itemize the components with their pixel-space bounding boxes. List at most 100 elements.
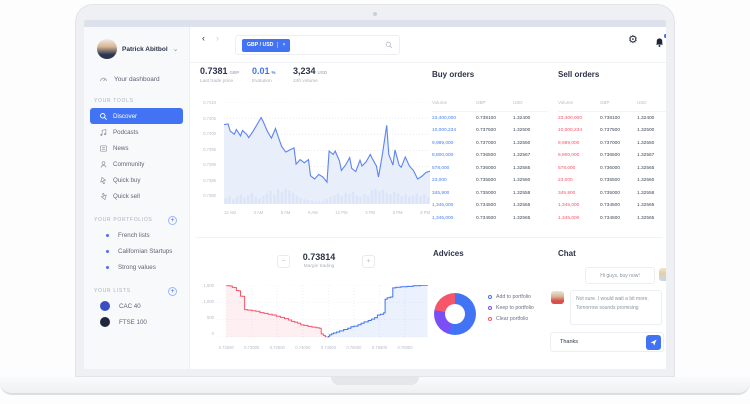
bullet-dot bbox=[106, 265, 109, 269]
order-row[interactable]: 23,400,000 0.738100 1.32400 bbox=[432, 112, 548, 125]
app-window: Patrick Abitbol ⌄ Your dashboard YOUR TO… bbox=[84, 27, 666, 369]
sidebar-item-label: FTSE 100 bbox=[119, 318, 147, 326]
margin-label: Margin trading bbox=[303, 264, 335, 269]
sidebar-item-cac-40[interactable]: CAC 40 bbox=[84, 298, 189, 314]
gbp-cell: 0.737000 bbox=[476, 140, 497, 146]
sidebar-item-ftse-100[interactable]: FTSE 100 bbox=[84, 314, 189, 330]
order-row[interactable]: 578,000 0.736000 1.32565 bbox=[558, 162, 666, 175]
back-button[interactable]: ‹ bbox=[202, 33, 205, 43]
send-button[interactable] bbox=[646, 334, 661, 350]
user-name: Patrick Abitbol bbox=[122, 45, 168, 53]
axis-tick: 0.75000 bbox=[346, 345, 362, 350]
gbp-cell: 0.734500 bbox=[600, 203, 621, 209]
sidebar-item-label: Californian Startups bbox=[118, 247, 173, 255]
axis-tick: 0 bbox=[211, 331, 214, 336]
settings-gear-icon[interactable]: ⚙ bbox=[628, 34, 638, 46]
stat-value: 0.7381 GBP bbox=[200, 66, 240, 76]
chat-input[interactable] bbox=[558, 338, 638, 346]
chat-title: Chat bbox=[558, 249, 576, 258]
order-row[interactable]: 23,000 0.735500 1.32560 bbox=[432, 175, 548, 188]
axis-tick: 0.7380 bbox=[203, 193, 216, 198]
gbp-cell: 0.734500 bbox=[476, 215, 497, 221]
order-row[interactable]: 10,000,234 0.737500 1.32500 bbox=[558, 125, 666, 138]
order-row[interactable]: 1,345,000 0.734500 1.32565 bbox=[432, 212, 548, 225]
order-row[interactable]: 9,989,000 0.737000 1.32550 bbox=[558, 137, 666, 150]
screen: Patrick Abitbol ⌄ Your dashboard YOUR TO… bbox=[84, 20, 666, 369]
order-row[interactable]: 8,800,000 0.736500 1.32567 bbox=[432, 150, 548, 163]
gbp-cell: 0.735500 bbox=[600, 178, 621, 184]
sidebar-item-news[interactable]: News bbox=[84, 140, 189, 156]
volume-cell: 8,800,000 bbox=[432, 153, 454, 159]
sidebar-item-strong-values[interactable]: Strong values bbox=[84, 259, 189, 275]
usd-cell: 1.32550 bbox=[513, 140, 531, 146]
sidebar-item-discover[interactable]: Discover bbox=[90, 108, 183, 124]
order-row[interactable]: 1,345,000 0.734500 1.32565 bbox=[432, 200, 548, 213]
order-row[interactable]: 578,000 0.736000 1.32565 bbox=[432, 162, 548, 175]
order-row[interactable]: 23,400,000 0.738100 1.32400 bbox=[558, 112, 666, 125]
column-header: Volume bbox=[558, 100, 574, 105]
search-input[interactable]: GBP / USD × bbox=[235, 35, 400, 55]
community-icon bbox=[99, 160, 108, 169]
legend-item-add-to-portfolio[interactable]: Add to portfolio bbox=[488, 294, 534, 300]
notifications-bell-icon[interactable] bbox=[654, 34, 666, 47]
sidebar-item-community[interactable]: Community bbox=[84, 156, 189, 172]
sidebar-item-label: Quick buy bbox=[113, 176, 141, 184]
usd-cell: 1.32560 bbox=[637, 178, 655, 184]
order-row[interactable]: 23,000 0.735500 1.32560 bbox=[558, 175, 666, 188]
volume-cell: 23,000 bbox=[558, 178, 573, 184]
volume-cell: 1,345,000 bbox=[558, 215, 580, 221]
notification-dot bbox=[663, 34, 666, 38]
order-row[interactable]: 345,900 0.735000 1.32558 bbox=[432, 187, 548, 200]
sidebar-sections: YOUR TOOLS Discover Podcasts News Community Q… bbox=[84, 97, 189, 330]
margin-decrease-button[interactable]: − bbox=[277, 255, 290, 268]
usd-cell: 1.32565 bbox=[637, 203, 655, 209]
close-icon[interactable]: × bbox=[277, 42, 285, 48]
sidebar-item-label: CAC 40 bbox=[119, 302, 141, 310]
search-icon bbox=[99, 112, 108, 121]
advices-title: Advices bbox=[433, 249, 464, 258]
order-row[interactable]: 10,000,234 0.737500 1.32500 bbox=[432, 125, 548, 138]
legend-ring-icon bbox=[488, 306, 492, 310]
volume-cell: 10,000,234 bbox=[558, 128, 583, 134]
bullet-dot bbox=[106, 233, 109, 237]
sidebar-item-podcasts[interactable]: Podcasts bbox=[84, 124, 189, 140]
order-row[interactable]: 8,800,000 0.736500 1.32567 bbox=[558, 150, 666, 163]
gbp-cell: 0.735500 bbox=[476, 178, 497, 184]
sidebar-item-your-dashboard[interactable]: Your dashboard bbox=[99, 73, 189, 85]
legend-item-keep-to-portfolio[interactable]: Keep to portfolio bbox=[488, 305, 534, 311]
depth-chart: 1,500 1,000 500 0 0.72500 0.73000 0.73500 0.74… bbox=[196, 283, 430, 353]
price-chart-canvas bbox=[224, 102, 430, 204]
sidebar-item-quick-buy[interactable]: Quick buy bbox=[84, 172, 189, 188]
gbp-cell: 0.738100 bbox=[600, 115, 621, 121]
add-icon[interactable]: + bbox=[168, 286, 177, 296]
sidebar-item-californian-startups[interactable]: Californian Startups bbox=[84, 243, 189, 259]
list-color-swatch bbox=[100, 317, 110, 327]
add-icon[interactable]: + bbox=[168, 215, 177, 225]
sidebar-section-header: YOUR TOOLS bbox=[94, 97, 177, 105]
margin-increase-button[interactable]: + bbox=[362, 255, 375, 268]
sidebar-item-quick-sell[interactable]: Quick sell bbox=[84, 188, 189, 204]
quick-buy-icon bbox=[99, 176, 108, 185]
user-menu[interactable]: Patrick Abitbol ⌄ bbox=[97, 37, 183, 61]
order-row[interactable]: 9,989,000 0.737000 1.32550 bbox=[432, 137, 548, 150]
order-row[interactable]: 345,900 0.735000 1.32558 bbox=[558, 187, 666, 200]
usd-cell: 1.32565 bbox=[513, 215, 531, 221]
forward-button[interactable]: › bbox=[216, 33, 219, 43]
sidebar-item-label: Your dashboard bbox=[114, 75, 160, 83]
usd-cell: 1.32567 bbox=[637, 153, 655, 159]
volume-cell: 9,989,000 bbox=[558, 140, 580, 146]
legend-item-clear-portfolio[interactable]: Clear portfolio bbox=[488, 316, 534, 322]
axis-tick: 6 AM bbox=[280, 210, 291, 215]
sidebar-section-title: YOUR LISTS bbox=[94, 288, 131, 294]
pair-tag[interactable]: GBP / USD × bbox=[242, 38, 291, 52]
order-row[interactable]: 1,345,000 0.734500 1.32565 bbox=[558, 212, 666, 225]
stat-evolution: 0.01% Evolution bbox=[252, 66, 276, 84]
sidebar-section-title: YOUR PORTFOLIOS bbox=[94, 217, 153, 223]
order-row[interactable]: 1,345,000 0.734500 1.32565 bbox=[558, 200, 666, 213]
margin-trading-value: 0.73814 Margin trading bbox=[279, 252, 359, 269]
legend-label: Clear portfolio bbox=[496, 316, 529, 322]
sidebar-item-french-lists[interactable]: French lists bbox=[84, 227, 189, 243]
podcast-icon bbox=[99, 128, 108, 137]
stat-value: 3,234 USD bbox=[293, 66, 328, 76]
